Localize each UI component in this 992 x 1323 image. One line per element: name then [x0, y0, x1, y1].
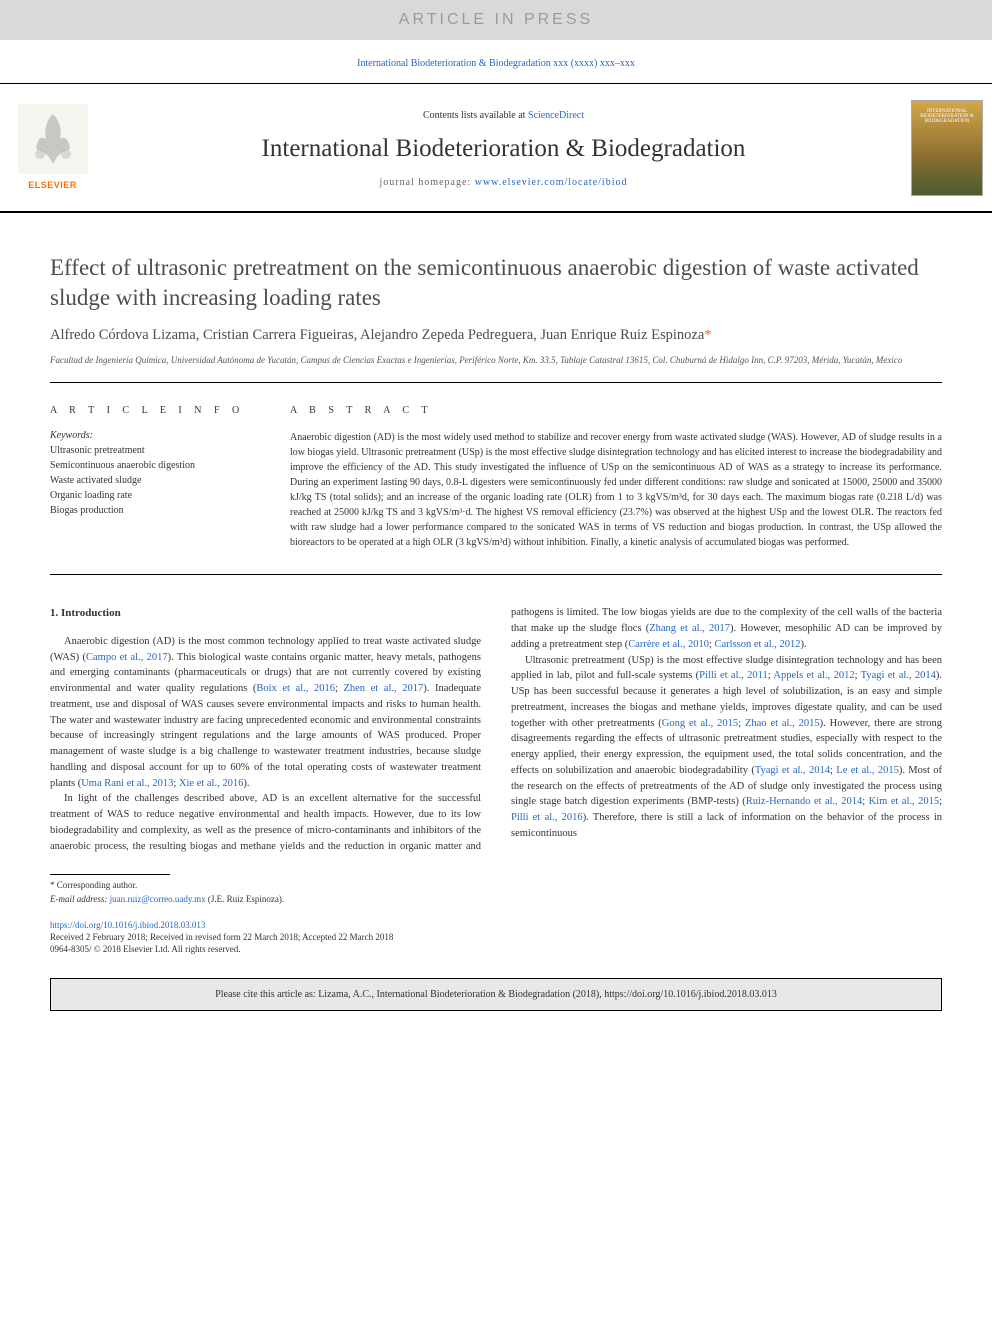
- authors: Alfredo Córdova Lizama, Cristian Carrera…: [0, 313, 992, 344]
- homepage-link[interactable]: www.elsevier.com/locate/ibiod: [475, 177, 628, 188]
- header-center: Contents lists available at ScienceDirec…: [105, 84, 902, 211]
- contents-label: Contents lists available at: [423, 110, 528, 121]
- text: ;: [939, 796, 942, 807]
- citation-link[interactable]: Uma Rani et al., 2013: [81, 778, 173, 789]
- email-link[interactable]: juan.ruiz@correo.uady.mx: [110, 894, 206, 904]
- corresponding-mark: *: [704, 327, 711, 343]
- keyword: Waste activated sludge: [50, 473, 260, 488]
- affiliation: Facultad de Ingeniería Química, Universi…: [0, 344, 992, 383]
- citation-link[interactable]: Zhao et al., 2015: [745, 718, 820, 729]
- article-info-heading: A R T I C L E I N F O: [50, 405, 260, 416]
- abstract-heading: A B S T R A C T: [290, 405, 942, 416]
- citation-link[interactable]: Carrère et al., 2010: [628, 639, 709, 650]
- citation-link[interactable]: Tyagi et al., 2014: [755, 765, 830, 776]
- elsevier-tree-icon: [18, 104, 88, 174]
- abstract-col: A B S T R A C T Anaerobic digestion (AD)…: [290, 405, 942, 550]
- citation-link[interactable]: Appels et al., 2012: [773, 670, 854, 681]
- section-heading: 1. Introduction: [50, 605, 481, 622]
- keyword: Organic loading rate: [50, 488, 260, 503]
- citation-link[interactable]: Kim et al., 2015: [869, 796, 939, 807]
- copyright-line: 0964-8305/ © 2018 Elsevier Ltd. All righ…: [0, 942, 992, 972]
- elsevier-logo[interactable]: ELSEVIER: [0, 84, 105, 211]
- keywords-label: Keywords:: [50, 430, 260, 441]
- doi-link[interactable]: https://doi.org/10.1016/j.ibiod.2018.03.…: [0, 912, 992, 930]
- citation-link[interactable]: Pilli et al., 2011: [699, 670, 768, 681]
- author-list: Alfredo Córdova Lizama, Cristian Carrera…: [50, 327, 704, 343]
- paragraph: Ultrasonic pretreatment (USp) is the mos…: [511, 653, 942, 842]
- footnotes: * Corresponding author. E-mail address: …: [0, 879, 992, 912]
- contents-line: Contents lists available at ScienceDirec…: [105, 110, 902, 121]
- journal-reference: International Biodeterioration & Biodegr…: [0, 40, 992, 83]
- keyword: Semicontinuous anaerobic digestion: [50, 458, 260, 473]
- footnote-divider: [50, 874, 170, 875]
- citation-box: Please cite this article as: Lizama, A.C…: [50, 978, 942, 1011]
- journal-header: ELSEVIER Contents lists available at Sci…: [0, 83, 992, 213]
- homepage-label: journal homepage:: [380, 177, 475, 188]
- homepage-line: journal homepage: www.elsevier.com/locat…: [105, 177, 902, 188]
- citation-link[interactable]: Pilli et al., 2016: [511, 812, 583, 823]
- citation-link[interactable]: Gong et al., 2015: [662, 718, 738, 729]
- citation-link[interactable]: Zhen et al., 2017: [343, 683, 423, 694]
- citation-link[interactable]: Tyagi et al., 2014: [861, 670, 936, 681]
- citation-link[interactable]: Campo et al., 2017: [86, 652, 168, 663]
- journal-cover-thumb[interactable]: INTERNATIONAL BIODETERIORATION & BIODEGR…: [902, 84, 992, 211]
- email-label: E-mail address:: [50, 894, 110, 904]
- article-title: Effect of ultrasonic pretreatment on the…: [0, 213, 992, 313]
- citation-link[interactable]: Xie et al., 2016: [179, 778, 243, 789]
- email-line: E-mail address: juan.ruiz@correo.uady.mx…: [50, 893, 942, 907]
- article-in-press-banner: ARTICLE IN PRESS: [0, 0, 992, 40]
- abstract-text: Anaerobic digestion (AD) is the most wid…: [290, 430, 942, 550]
- citation-link[interactable]: Carlsson et al., 2012: [715, 639, 801, 650]
- article-history: Received 2 February 2018; Received in re…: [0, 930, 992, 942]
- corresponding-author-note: * Corresponding author.: [50, 879, 942, 893]
- citation-link[interactable]: Le et al., 2015: [836, 765, 899, 776]
- keyword: Ultrasonic pretreatment: [50, 443, 260, 458]
- text: ).: [243, 778, 249, 789]
- sciencedirect-link[interactable]: ScienceDirect: [528, 110, 584, 121]
- text: ).: [801, 639, 807, 650]
- article-info-col: A R T I C L E I N F O Keywords: Ultrason…: [50, 405, 260, 550]
- cover-image: INTERNATIONAL BIODETERIORATION & BIODEGR…: [911, 100, 983, 196]
- cover-title-text: INTERNATIONAL BIODETERIORATION & BIODEGR…: [916, 109, 978, 124]
- main-body: 1. Introduction Anaerobic digestion (AD)…: [0, 575, 992, 864]
- citation-link[interactable]: Zhang et al., 2017: [649, 623, 730, 634]
- text: ). Inadequate treatment, use and disposa…: [50, 683, 481, 789]
- keyword: Biogas production: [50, 503, 260, 518]
- elsevier-wordmark: ELSEVIER: [24, 178, 81, 192]
- journal-name: International Biodeterioration & Biodegr…: [105, 135, 902, 163]
- email-suffix: (J.E. Ruiz Espinoza).: [206, 894, 284, 904]
- info-abstract-row: A R T I C L E I N F O Keywords: Ultrason…: [0, 383, 992, 574]
- paragraph: Anaerobic digestion (AD) is the most com…: [50, 634, 481, 792]
- text: ;: [738, 718, 745, 729]
- citation-link[interactable]: Ruiz-Hernando et al., 2014: [746, 796, 863, 807]
- citation-link[interactable]: Boix et al., 2016: [256, 683, 335, 694]
